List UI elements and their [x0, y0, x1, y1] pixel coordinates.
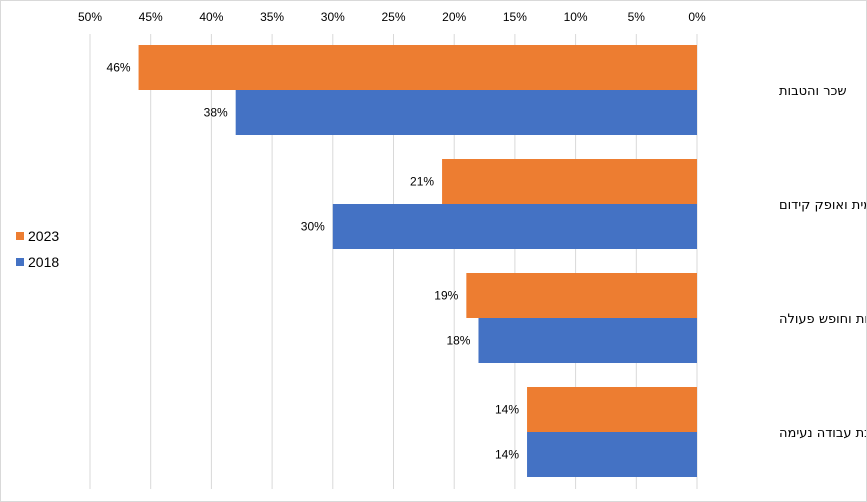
x-tick-label: 40%	[199, 10, 223, 24]
bar-2018-1	[332, 204, 697, 249]
legend-label: 2023	[28, 228, 59, 244]
legend: 2023 2018	[16, 228, 59, 270]
data-label: 14%	[495, 448, 519, 462]
bar-2018-0	[235, 90, 697, 135]
data-label: 14%	[495, 403, 519, 417]
category-label: שכר והטבות	[779, 84, 847, 99]
legend-swatch-2023	[16, 232, 24, 240]
x-axis-ticks: 0% 5% 10% 15% 20% 25% 30% 35% 40% 45% 50%	[78, 10, 706, 24]
x-tick-label: 0%	[688, 10, 706, 24]
data-label: 46%	[107, 61, 131, 75]
x-tick-label: 20%	[442, 10, 466, 24]
bar-2018-3	[527, 432, 697, 477]
x-tick-label: 15%	[503, 10, 527, 24]
category-label: גמישות וחופש פעולה	[779, 312, 866, 327]
x-tick-label: 30%	[321, 10, 345, 24]
data-label: 19%	[434, 289, 458, 303]
legend-label: 2018	[28, 254, 59, 270]
data-label: 30%	[301, 220, 325, 234]
bar-2023-3	[527, 387, 697, 432]
category-labels: שכר והטבות הגשמה עצמית ואופק קידום גמישות …	[779, 84, 866, 441]
x-tick-label: 45%	[139, 10, 163, 24]
x-tick-label: 25%	[381, 10, 405, 24]
x-tick-label: 50%	[78, 10, 102, 24]
bar-2023-2	[466, 273, 697, 318]
x-tick-label: 5%	[628, 10, 646, 24]
legend-swatch-2018	[16, 258, 24, 266]
data-label: 38%	[204, 106, 228, 120]
data-label: 21%	[410, 175, 434, 189]
x-tick-label: 35%	[260, 10, 284, 24]
category-label: הגשמה עצמית ואופק קידום	[779, 198, 866, 213]
bar-2023-1	[442, 159, 697, 204]
x-tick-label: 10%	[564, 10, 588, 24]
category-label: סביבת עבודה נעימה	[779, 426, 866, 441]
bar-2018-2	[478, 318, 697, 363]
bar-2023-0	[138, 45, 697, 90]
bars	[138, 45, 697, 477]
data-labels: 46% 38% 21% 30% 19% 18% 14% 14%	[107, 61, 520, 462]
data-label: 18%	[446, 334, 470, 348]
